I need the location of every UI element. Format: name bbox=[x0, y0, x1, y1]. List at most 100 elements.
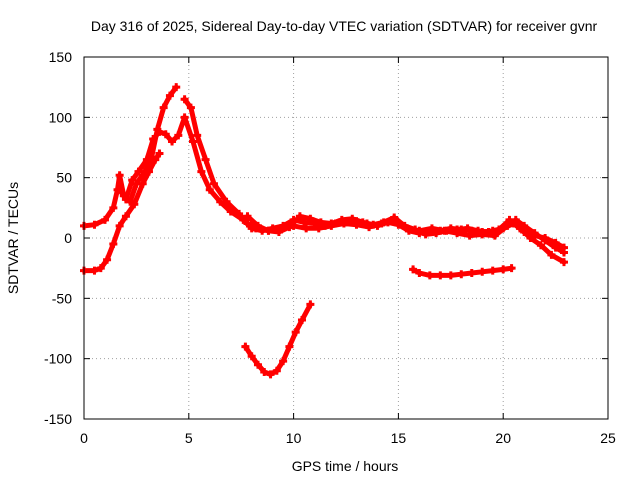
data-point bbox=[201, 155, 210, 164]
data-point bbox=[505, 215, 514, 224]
data-point bbox=[134, 167, 143, 176]
data-point bbox=[180, 113, 189, 122]
data-point bbox=[446, 271, 455, 280]
data-point bbox=[400, 221, 409, 230]
y-tick-label: 150 bbox=[49, 49, 73, 65]
series-group bbox=[80, 83, 568, 379]
data-point bbox=[241, 342, 250, 351]
data-point bbox=[425, 271, 434, 280]
data-point bbox=[285, 342, 294, 351]
data-point bbox=[484, 227, 493, 236]
data-point bbox=[138, 179, 147, 188]
chart-title: Day 316 of 2025, Sidereal Day-to-day VTE… bbox=[91, 18, 598, 34]
data-point bbox=[222, 197, 231, 206]
data-point bbox=[235, 209, 244, 218]
data-point bbox=[302, 224, 311, 233]
data-point bbox=[453, 225, 462, 234]
data-point bbox=[121, 195, 130, 204]
grid bbox=[84, 57, 608, 419]
series-arc-e bbox=[80, 149, 164, 275]
data-point bbox=[551, 243, 560, 252]
data-point bbox=[559, 248, 568, 257]
data-point bbox=[427, 224, 436, 233]
data-point bbox=[103, 255, 112, 264]
y-tick-label: 100 bbox=[49, 109, 73, 125]
data-point bbox=[155, 127, 164, 136]
data-point bbox=[174, 131, 183, 140]
data-point bbox=[247, 352, 256, 361]
data-point bbox=[144, 167, 153, 176]
data-point bbox=[159, 103, 168, 112]
data-point bbox=[520, 221, 529, 230]
data-point bbox=[478, 267, 487, 276]
x-tick-label: 10 bbox=[286, 430, 302, 446]
data-point bbox=[155, 149, 164, 158]
data-point bbox=[109, 203, 118, 212]
series-arc-f bbox=[241, 300, 315, 379]
data-point bbox=[495, 225, 504, 234]
y-tick-label: -100 bbox=[44, 351, 72, 367]
data-point bbox=[186, 103, 195, 112]
data-point bbox=[260, 367, 269, 376]
data-point bbox=[142, 155, 151, 164]
data-point bbox=[151, 155, 160, 164]
data-point bbox=[128, 176, 137, 185]
data-point bbox=[536, 241, 545, 250]
data-point bbox=[272, 366, 281, 375]
data-point bbox=[306, 300, 315, 309]
data-point bbox=[559, 258, 568, 267]
data-point bbox=[457, 270, 466, 279]
data-point bbox=[197, 167, 206, 176]
data-point bbox=[291, 328, 300, 337]
data-point bbox=[526, 234, 535, 242]
x-tick-label: 25 bbox=[600, 430, 616, 446]
data-point bbox=[409, 265, 418, 274]
y-tick-label: -50 bbox=[52, 290, 72, 306]
data-point bbox=[297, 316, 306, 325]
x-tick-label: 20 bbox=[495, 430, 511, 446]
data-point bbox=[358, 218, 367, 227]
data-point bbox=[90, 220, 99, 229]
axis-ticks: 0 5 10 15 20 25 -150 -100 -50 0 50 100 150 bbox=[44, 49, 616, 446]
data-point bbox=[415, 268, 424, 277]
data-point bbox=[306, 214, 315, 223]
data-point bbox=[115, 185, 124, 194]
data-point bbox=[115, 221, 124, 230]
y-tick-label: -150 bbox=[44, 411, 72, 427]
data-point bbox=[488, 266, 497, 275]
data-point bbox=[149, 135, 158, 144]
data-point bbox=[243, 212, 252, 221]
data-point bbox=[442, 226, 451, 235]
data-point bbox=[209, 179, 218, 188]
data-point bbox=[421, 230, 430, 239]
data-point bbox=[243, 219, 252, 228]
data-point bbox=[314, 224, 323, 233]
data-point bbox=[180, 95, 189, 104]
data-point bbox=[168, 137, 177, 146]
data-point bbox=[109, 240, 118, 249]
data-point bbox=[100, 215, 109, 224]
data-point bbox=[188, 137, 197, 146]
data-point bbox=[205, 185, 214, 194]
data-point bbox=[274, 227, 283, 236]
data-point bbox=[390, 213, 399, 222]
data-point bbox=[165, 91, 174, 100]
data-point bbox=[316, 218, 325, 227]
data-point bbox=[130, 200, 139, 209]
data-point bbox=[266, 370, 275, 379]
data-point bbox=[515, 224, 524, 233]
y-tick-label: 0 bbox=[64, 230, 72, 246]
x-tick-label: 15 bbox=[391, 430, 407, 446]
data-point bbox=[121, 212, 130, 221]
data-point bbox=[499, 265, 508, 274]
data-point bbox=[547, 250, 556, 259]
data-point bbox=[337, 215, 346, 224]
data-point bbox=[379, 218, 388, 227]
series-arc-g bbox=[409, 264, 516, 280]
data-point bbox=[411, 225, 420, 234]
y-tick-label: 50 bbox=[56, 170, 72, 186]
series-arc-d bbox=[243, 212, 568, 267]
data-point bbox=[90, 266, 99, 275]
x-axis-label: GPS time / hours bbox=[292, 458, 399, 474]
